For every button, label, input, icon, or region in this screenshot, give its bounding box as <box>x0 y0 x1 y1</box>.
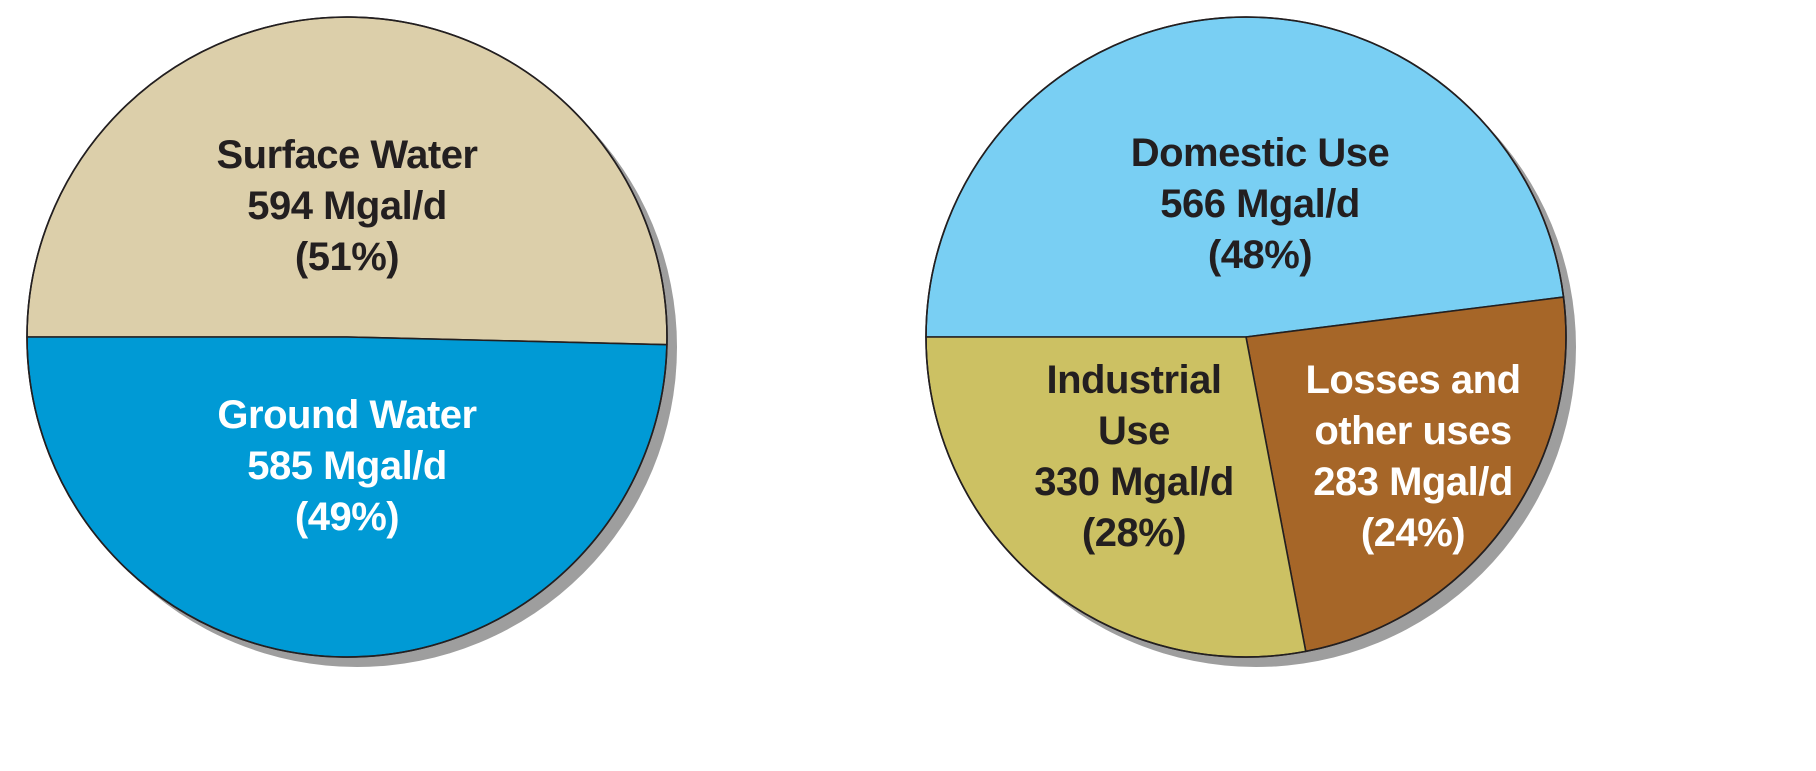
domestic-use-slice <box>925 16 1565 338</box>
water-source-pie: Surface Water 594 Mgal/d (51%) Ground Water… <box>26 16 677 667</box>
losses-other-uses-label: Losses and other uses 283 Mgal/d (24%) <box>1305 358 1520 555</box>
label-line: (49%) <box>295 495 399 539</box>
label-line: 585 Mgal/d <box>247 444 447 488</box>
pie-outline <box>925 16 1567 658</box>
label-line: (24%) <box>1361 511 1465 555</box>
surface-water-label: Surface Water 594 Mgal/d (51%) <box>217 133 478 279</box>
ground-water-label: Ground Water 585 Mgal/d (49%) <box>217 393 476 539</box>
label-line: Losses and <box>1305 358 1520 402</box>
label-line: Surface Water <box>217 133 478 177</box>
label-line: (28%) <box>1082 511 1186 555</box>
label-line: Ground Water <box>217 393 476 437</box>
industrial-use-label: Industrial Use 330 Mgal/d (28%) <box>1034 358 1234 555</box>
domestic-use-label: Domestic Use 566 Mgal/d (48%) <box>1131 131 1390 277</box>
label-line: (48%) <box>1208 233 1312 277</box>
label-line: (51%) <box>295 235 399 279</box>
surface-water-slice <box>26 16 668 346</box>
label-line: Use <box>1098 409 1170 453</box>
label-line: 566 Mgal/d <box>1160 182 1360 226</box>
label-line: 594 Mgal/d <box>247 184 447 228</box>
label-line: other uses <box>1314 409 1511 453</box>
label-line: Domestic Use <box>1131 131 1390 175</box>
label-line: Industrial <box>1046 358 1221 402</box>
label-line: 330 Mgal/d <box>1034 460 1234 504</box>
label-line: 283 Mgal/d <box>1313 460 1513 504</box>
pie-outline <box>26 16 668 658</box>
water-use-pie: Domestic Use 566 Mgal/d (48%) Losses and oth… <box>925 16 1576 667</box>
